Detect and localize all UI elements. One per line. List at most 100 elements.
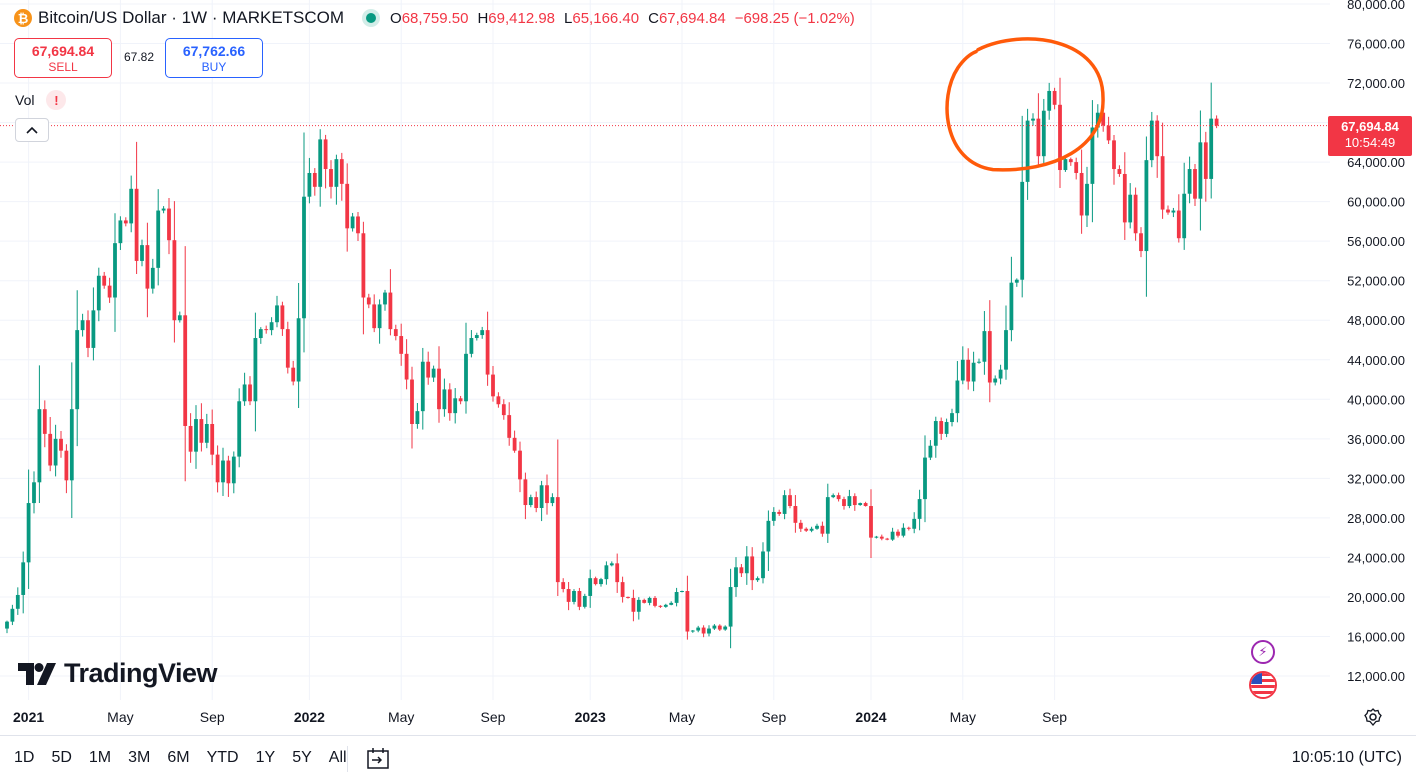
candle-body — [140, 245, 144, 261]
candle-body — [399, 336, 404, 354]
candle-body — [906, 527, 911, 529]
candle-body — [204, 424, 209, 443]
range-5y-button[interactable]: 5Y — [292, 749, 312, 766]
candle-body — [512, 437, 517, 451]
range-3m-button[interactable]: 3M — [128, 749, 151, 766]
range-ytd-button[interactable]: YTD — [206, 749, 239, 766]
candle-body — [447, 389, 452, 414]
candle-body — [491, 374, 495, 397]
candle-body — [345, 183, 350, 229]
candle-body — [631, 597, 636, 612]
candle-body — [1095, 112, 1100, 128]
candle-body — [485, 330, 490, 375]
candle-body — [1160, 156, 1165, 210]
volume-indicator[interactable]: Vol ! — [15, 90, 67, 110]
candle-body — [91, 310, 96, 348]
ohlc-change: −698.25 (−1.02%) — [734, 9, 855, 27]
market-status-dot[interactable] — [366, 13, 377, 23]
candle-body — [982, 331, 987, 362]
candle-body — [48, 433, 53, 466]
y-tick-label: 40,000.00 — [1347, 392, 1405, 407]
candle-body — [118, 220, 123, 244]
candle-body — [933, 421, 938, 446]
candle-body — [669, 602, 674, 605]
candle-body — [755, 578, 760, 581]
candle-body — [561, 582, 566, 590]
bar-countdown: 10:54:49 — [1344, 135, 1396, 150]
candle-body — [442, 389, 447, 410]
candle-body — [496, 396, 501, 405]
candle-body — [901, 527, 906, 536]
candle-body — [690, 630, 695, 632]
buy-button[interactable]: 67,762.66 BUY — [165, 38, 263, 78]
candle-body — [960, 359, 965, 381]
candle-body — [501, 404, 506, 416]
candle-body — [210, 424, 215, 455]
candle-body — [5, 621, 9, 629]
x-tick-label: Sep — [761, 709, 786, 725]
candle-body — [291, 367, 296, 382]
candle-body — [356, 216, 360, 234]
candle-body — [836, 495, 841, 500]
candle-body — [1009, 282, 1014, 331]
range-6m-button[interactable]: 6M — [167, 749, 190, 766]
x-tick-label: 2021 — [13, 709, 44, 725]
range-all-button[interactable]: All — [328, 749, 347, 766]
x-tick-label: May — [669, 709, 695, 725]
candle-body — [939, 421, 944, 434]
candle-body — [701, 627, 706, 634]
candle-body — [966, 359, 971, 382]
candle-body — [215, 454, 220, 483]
candle-body — [1106, 125, 1111, 141]
chart-settings-button[interactable] — [1363, 707, 1383, 732]
chart-header: ₿ Bitcoin/US Dollar · 1W · MARKETSCOM O6… — [14, 8, 864, 28]
candle-body — [96, 275, 101, 311]
lightning-icon[interactable]: ⚡ — [1251, 640, 1275, 664]
y-tick-label: 44,000.00 — [1347, 353, 1405, 368]
us-flag-icon[interactable] — [1249, 671, 1277, 699]
bitcoin-icon: ₿ — [14, 9, 32, 27]
candle-body — [1171, 210, 1176, 213]
candle-body — [258, 329, 263, 339]
y-tick-label: 64,000.00 — [1347, 155, 1405, 170]
candle-body — [923, 457, 927, 500]
candle-body — [582, 595, 587, 607]
candle-body — [53, 438, 58, 466]
candle-body — [383, 292, 387, 305]
utc-clock[interactable]: 10:05:10 (UTC) — [1291, 749, 1402, 766]
candle-body — [663, 604, 668, 607]
collapse-indicators-button[interactable] — [15, 118, 49, 142]
sell-button[interactable]: 67,694.84 SELL — [14, 38, 112, 78]
tradingview-logo[interactable]: TradingView — [18, 658, 218, 689]
candle-body — [599, 579, 603, 585]
range-1m-button[interactable]: 1M — [88, 749, 112, 766]
warning-icon[interactable]: ! — [46, 90, 67, 110]
candle-body — [1004, 330, 1008, 370]
go-to-date-button[interactable] — [365, 746, 391, 777]
range-1y-button[interactable]: 1Y — [255, 749, 276, 766]
candle-body — [388, 292, 393, 330]
candle-body — [102, 275, 107, 286]
symbol-title[interactable]: Bitcoin/US Dollar · 1W · MARKETSCOM — [38, 8, 345, 27]
price-chart[interactable]: 80,000.0076,000.0072,000.0068,000.0064,0… — [0, 0, 1416, 735]
candle-body — [1112, 140, 1116, 170]
candle-body — [1117, 169, 1122, 174]
candle-body — [37, 409, 42, 483]
annotation-circle — [945, 37, 1105, 172]
candle-body — [798, 522, 803, 529]
y-tick-label: 80,000.00 — [1347, 0, 1405, 12]
candle-body — [685, 591, 690, 632]
candle-body — [26, 503, 31, 563]
x-tick-label: 2022 — [294, 709, 325, 725]
candle-body — [318, 139, 323, 187]
ohlc-high-value: 69,412.98 — [488, 9, 556, 27]
y-tick-label: 72,000.00 — [1347, 76, 1405, 91]
candle-body — [1074, 162, 1079, 173]
candle-body — [528, 497, 533, 506]
range-5d-button[interactable]: 5D — [51, 749, 72, 766]
candle-body — [1139, 233, 1143, 252]
candle-body — [1198, 142, 1203, 199]
range-1d-button[interactable]: 1D — [14, 749, 35, 766]
candle-body — [788, 495, 792, 507]
candle-body — [993, 378, 998, 383]
